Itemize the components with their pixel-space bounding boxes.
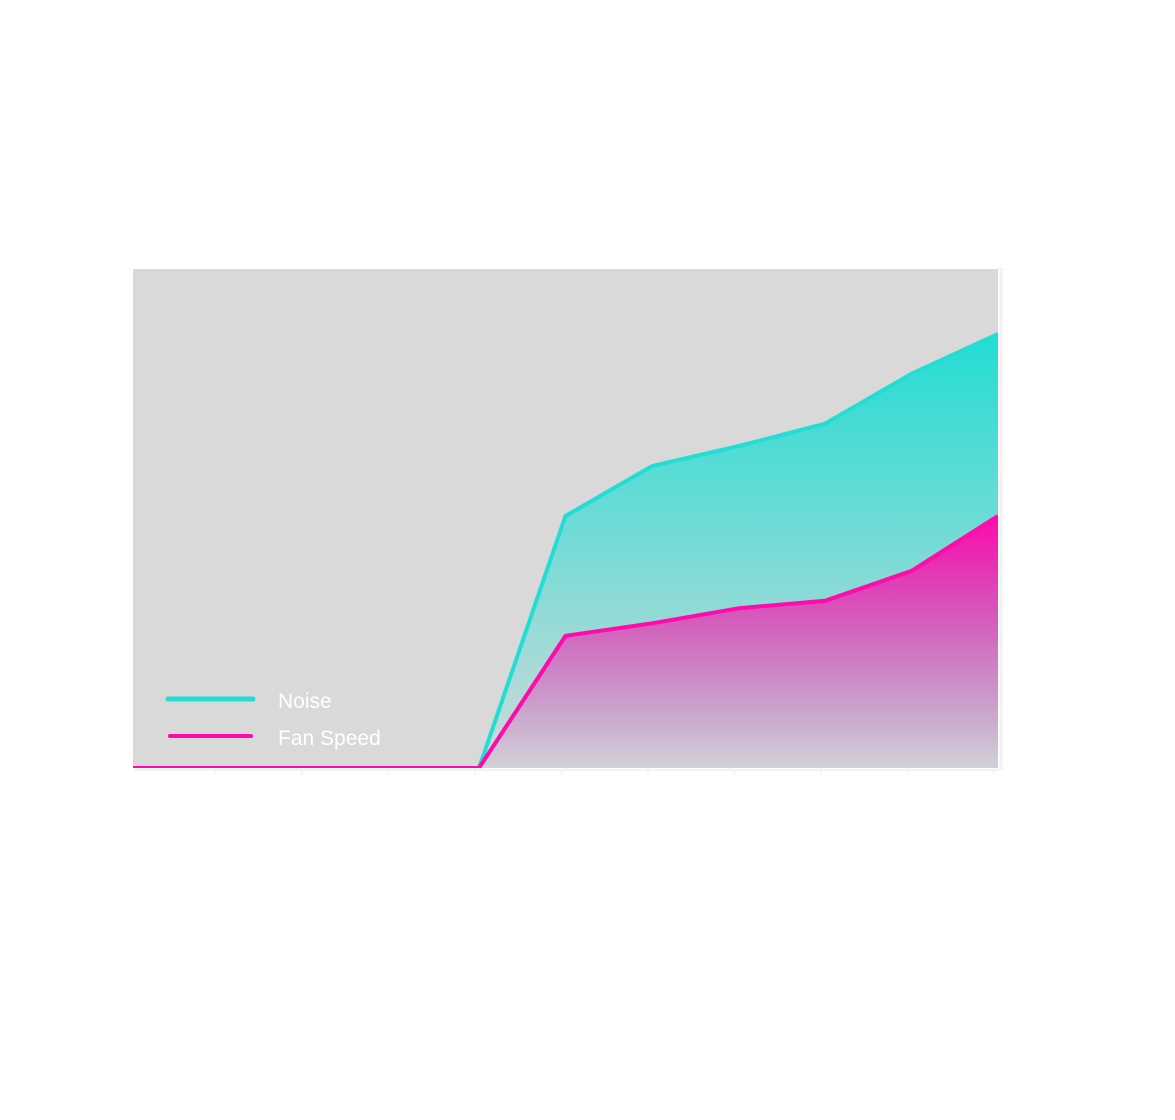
- tick-layer: [214, 268, 1004, 775]
- legend-label-fan-speed: Fan Speed: [278, 727, 381, 750]
- series-layer: [133, 332, 998, 768]
- area-fill-fan-speed: [133, 516, 998, 768]
- legend-label-noise: Noise: [278, 690, 332, 713]
- series-line-noise: [133, 332, 998, 768]
- legend-item-noise: Noise: [165, 690, 332, 713]
- legend: Noise Fan Speed: [165, 690, 381, 750]
- legend-item-fan-speed: Fan Speed: [168, 727, 381, 750]
- series-line-fan-speed: [133, 514, 998, 768]
